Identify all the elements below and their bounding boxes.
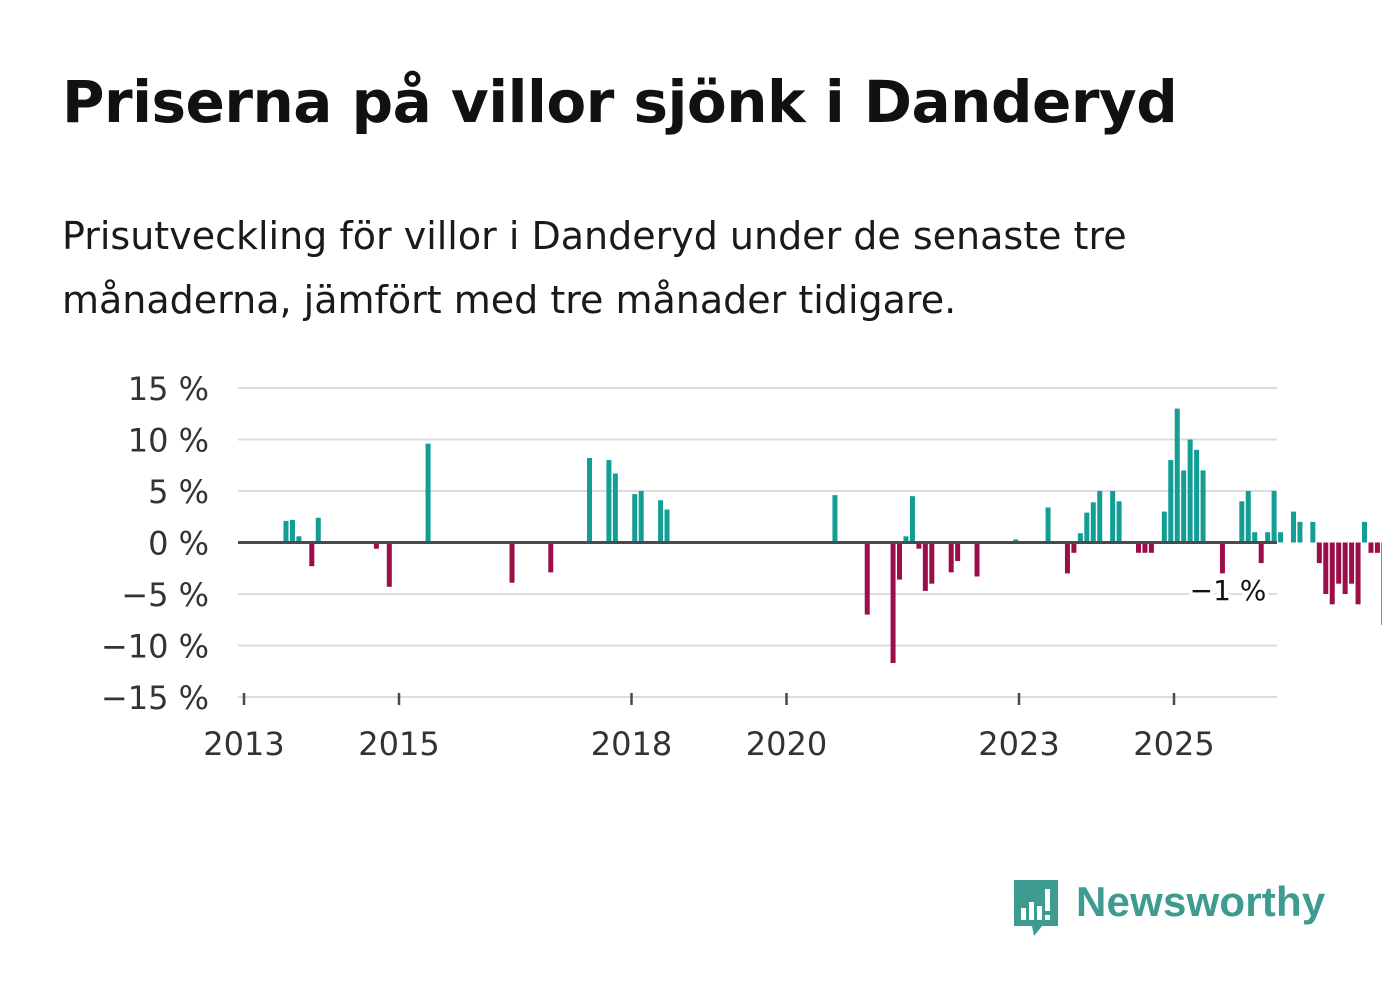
y-tick-label: −5 % [121, 576, 209, 614]
bar [929, 542, 935, 584]
bar [1252, 532, 1258, 543]
bar [864, 542, 870, 615]
x-tick-label: 2018 [591, 725, 672, 763]
bar [1077, 533, 1083, 543]
y-tick-label: −10 % [101, 628, 209, 666]
bar [606, 460, 612, 543]
bar [1084, 512, 1090, 543]
bar [1368, 542, 1374, 553]
x-tick-label: 2023 [978, 725, 1059, 763]
bar [1161, 511, 1167, 543]
x-tick-label: 2025 [1133, 725, 1214, 763]
bar [1187, 439, 1193, 543]
bar [1174, 408, 1180, 543]
bar [1168, 460, 1174, 543]
bars [283, 408, 1382, 664]
bar [309, 542, 315, 567]
bar [1181, 470, 1187, 543]
bar [890, 542, 896, 664]
bar [1045, 507, 1051, 543]
bar [1142, 542, 1148, 553]
bar [509, 542, 515, 583]
bar [974, 542, 980, 577]
newsworthy-brand: Newsworthy [1010, 876, 1325, 940]
bar [315, 517, 321, 543]
bar [373, 542, 379, 549]
bar [638, 491, 644, 543]
bar [289, 519, 295, 543]
bar [1316, 542, 1322, 564]
brand-name: Newsworthy [1076, 878, 1326, 925]
bar [1265, 532, 1271, 543]
bar [1258, 542, 1264, 564]
y-tick-label: 10 % [128, 422, 209, 460]
x-tick-label: 2020 [746, 725, 827, 763]
bar [916, 542, 922, 549]
bar [1116, 501, 1122, 543]
bar [612, 473, 618, 543]
bar [909, 496, 915, 543]
bar [1329, 542, 1335, 605]
bar [955, 542, 961, 562]
bar [1310, 521, 1316, 543]
x-tick-label: 2015 [358, 725, 439, 763]
bar [1271, 491, 1277, 543]
bar [1278, 532, 1284, 543]
bar [632, 494, 638, 543]
price-change-bar-chart: 15 % 10 % 5 % 0 % −5 % −10 % −15 % 2013 2015 2018… [101, 370, 1382, 763]
bar [1097, 491, 1103, 543]
bar [1336, 542, 1342, 584]
gridlines [238, 387, 1277, 698]
bar [1290, 511, 1296, 543]
axes: 15 % 10 % 5 % 0 % −5 % −10 % −15 % 2013 2015 2018… [101, 370, 1277, 763]
y-tick-label: −15 % [101, 679, 209, 717]
bar [296, 536, 302, 543]
bar [386, 542, 392, 587]
bar [1071, 542, 1077, 553]
bar [1219, 542, 1225, 574]
bar [283, 520, 289, 543]
bar [587, 458, 593, 543]
bar [1362, 521, 1368, 543]
bar [548, 542, 554, 573]
bar [1323, 542, 1329, 594]
bar [1148, 542, 1154, 553]
y-tick-label: 15 % [128, 370, 209, 408]
annotation-label: −1 % [1190, 574, 1267, 607]
annotations: −1 %−1 % [1186, 570, 1271, 611]
bar [1200, 470, 1206, 543]
bar [1245, 491, 1251, 543]
newsworthy-chart-bubble-icon [1014, 880, 1058, 936]
bar [658, 500, 664, 543]
bar [922, 542, 928, 591]
bar [1064, 542, 1070, 574]
bar [1297, 521, 1303, 543]
x-tick-label: 2013 [203, 725, 284, 763]
bar [1090, 502, 1096, 543]
bar [1355, 542, 1361, 605]
chart-subtitle: Prisutveckling för villor i Danderyd und… [62, 214, 1127, 322]
bar [832, 495, 838, 543]
bar [1374, 542, 1380, 553]
bar [903, 536, 909, 543]
bar [1194, 449, 1200, 543]
bar [1342, 542, 1348, 594]
bar [664, 509, 670, 543]
annotation-halo: −1 % [1190, 574, 1267, 607]
y-tick-label: 5 % [148, 473, 209, 511]
bar [948, 542, 954, 573]
bar [1013, 539, 1019, 543]
y-tick-label: 0 % [148, 525, 209, 563]
bar [1349, 542, 1355, 584]
bar [1110, 491, 1116, 543]
chart-title: Priserna på villor sjönk i Danderyd [62, 68, 1178, 136]
bar [1135, 542, 1141, 553]
bar [1239, 501, 1245, 543]
bar [897, 542, 903, 580]
bar [425, 443, 431, 543]
